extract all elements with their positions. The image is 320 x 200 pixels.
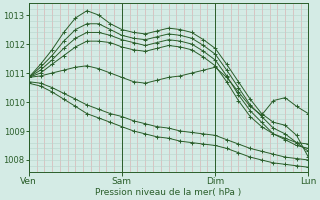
X-axis label: Pression niveau de la mer( hPa ): Pression niveau de la mer( hPa )	[95, 188, 242, 197]
